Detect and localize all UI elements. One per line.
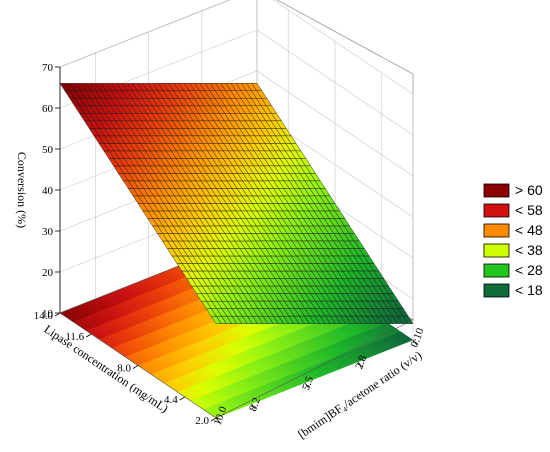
z-tick-label: 40 <box>42 185 54 197</box>
ratio-tick-label: 5.5 <box>300 374 316 391</box>
legend-label: < 48 <box>515 222 543 238</box>
legend-label: < 58 <box>515 202 543 218</box>
lipase-tick-label: 14.0 <box>34 310 54 322</box>
legend-swatch <box>483 223 510 238</box>
ratio-tick-label: 8.2 <box>247 396 263 413</box>
lipase-tick-mark <box>132 365 139 369</box>
ratio-tick-mark <box>357 361 363 368</box>
lipase-tick-label: 4.4 <box>164 394 178 406</box>
lipase-tick-label: 11.6 <box>65 331 84 343</box>
response-surface <box>59 83 414 324</box>
legend-label: > 60 <box>515 182 543 198</box>
legend-label: < 18 <box>515 282 543 298</box>
ratio-tick-mark <box>215 417 221 424</box>
z-tick-label: 60 <box>42 103 54 115</box>
ratio-tick-mark <box>251 403 256 410</box>
z-axis-ticks: 10 20 30 40 50 60 70 <box>42 62 60 320</box>
lipase-tick-label: 8.0 <box>117 363 131 375</box>
legend-label: < 28 <box>515 262 543 278</box>
lipase-tick-mark <box>179 396 186 401</box>
legend-swatch <box>483 243 510 258</box>
z-tick-label: 70 <box>42 62 54 74</box>
ratio-tick-label: 2.8 <box>353 353 369 370</box>
z-tick-label: 20 <box>42 267 54 279</box>
legend: > 60 < 58 < 48 < 38 < 28 < 18 <box>483 182 543 298</box>
lipase-tick-label: 2.0 <box>195 415 209 427</box>
lipase-axis-ticks: 14.0 11.6 8.0 4.4 2.0 <box>34 310 217 427</box>
ratio-tick-mark <box>412 339 418 346</box>
legend-swatch <box>483 283 510 298</box>
lipase-tick-mark <box>85 333 92 338</box>
legend-label: < 38 <box>515 242 543 258</box>
lipase-tick-mark <box>210 417 217 422</box>
z-tick-label: 30 <box>42 226 54 238</box>
legend-swatch <box>483 263 510 278</box>
z-tick-label: 10 <box>42 308 54 320</box>
z-axis-title: Conversion (%) <box>15 152 29 228</box>
ratio-tick-label: 0:10 <box>409 326 427 349</box>
lipase-tick-mark <box>54 312 61 317</box>
z-tick-label: 50 <box>42 144 54 156</box>
legend-swatch <box>483 203 510 218</box>
legend-swatch <box>483 183 510 198</box>
ratio-tick-mark <box>304 382 309 389</box>
